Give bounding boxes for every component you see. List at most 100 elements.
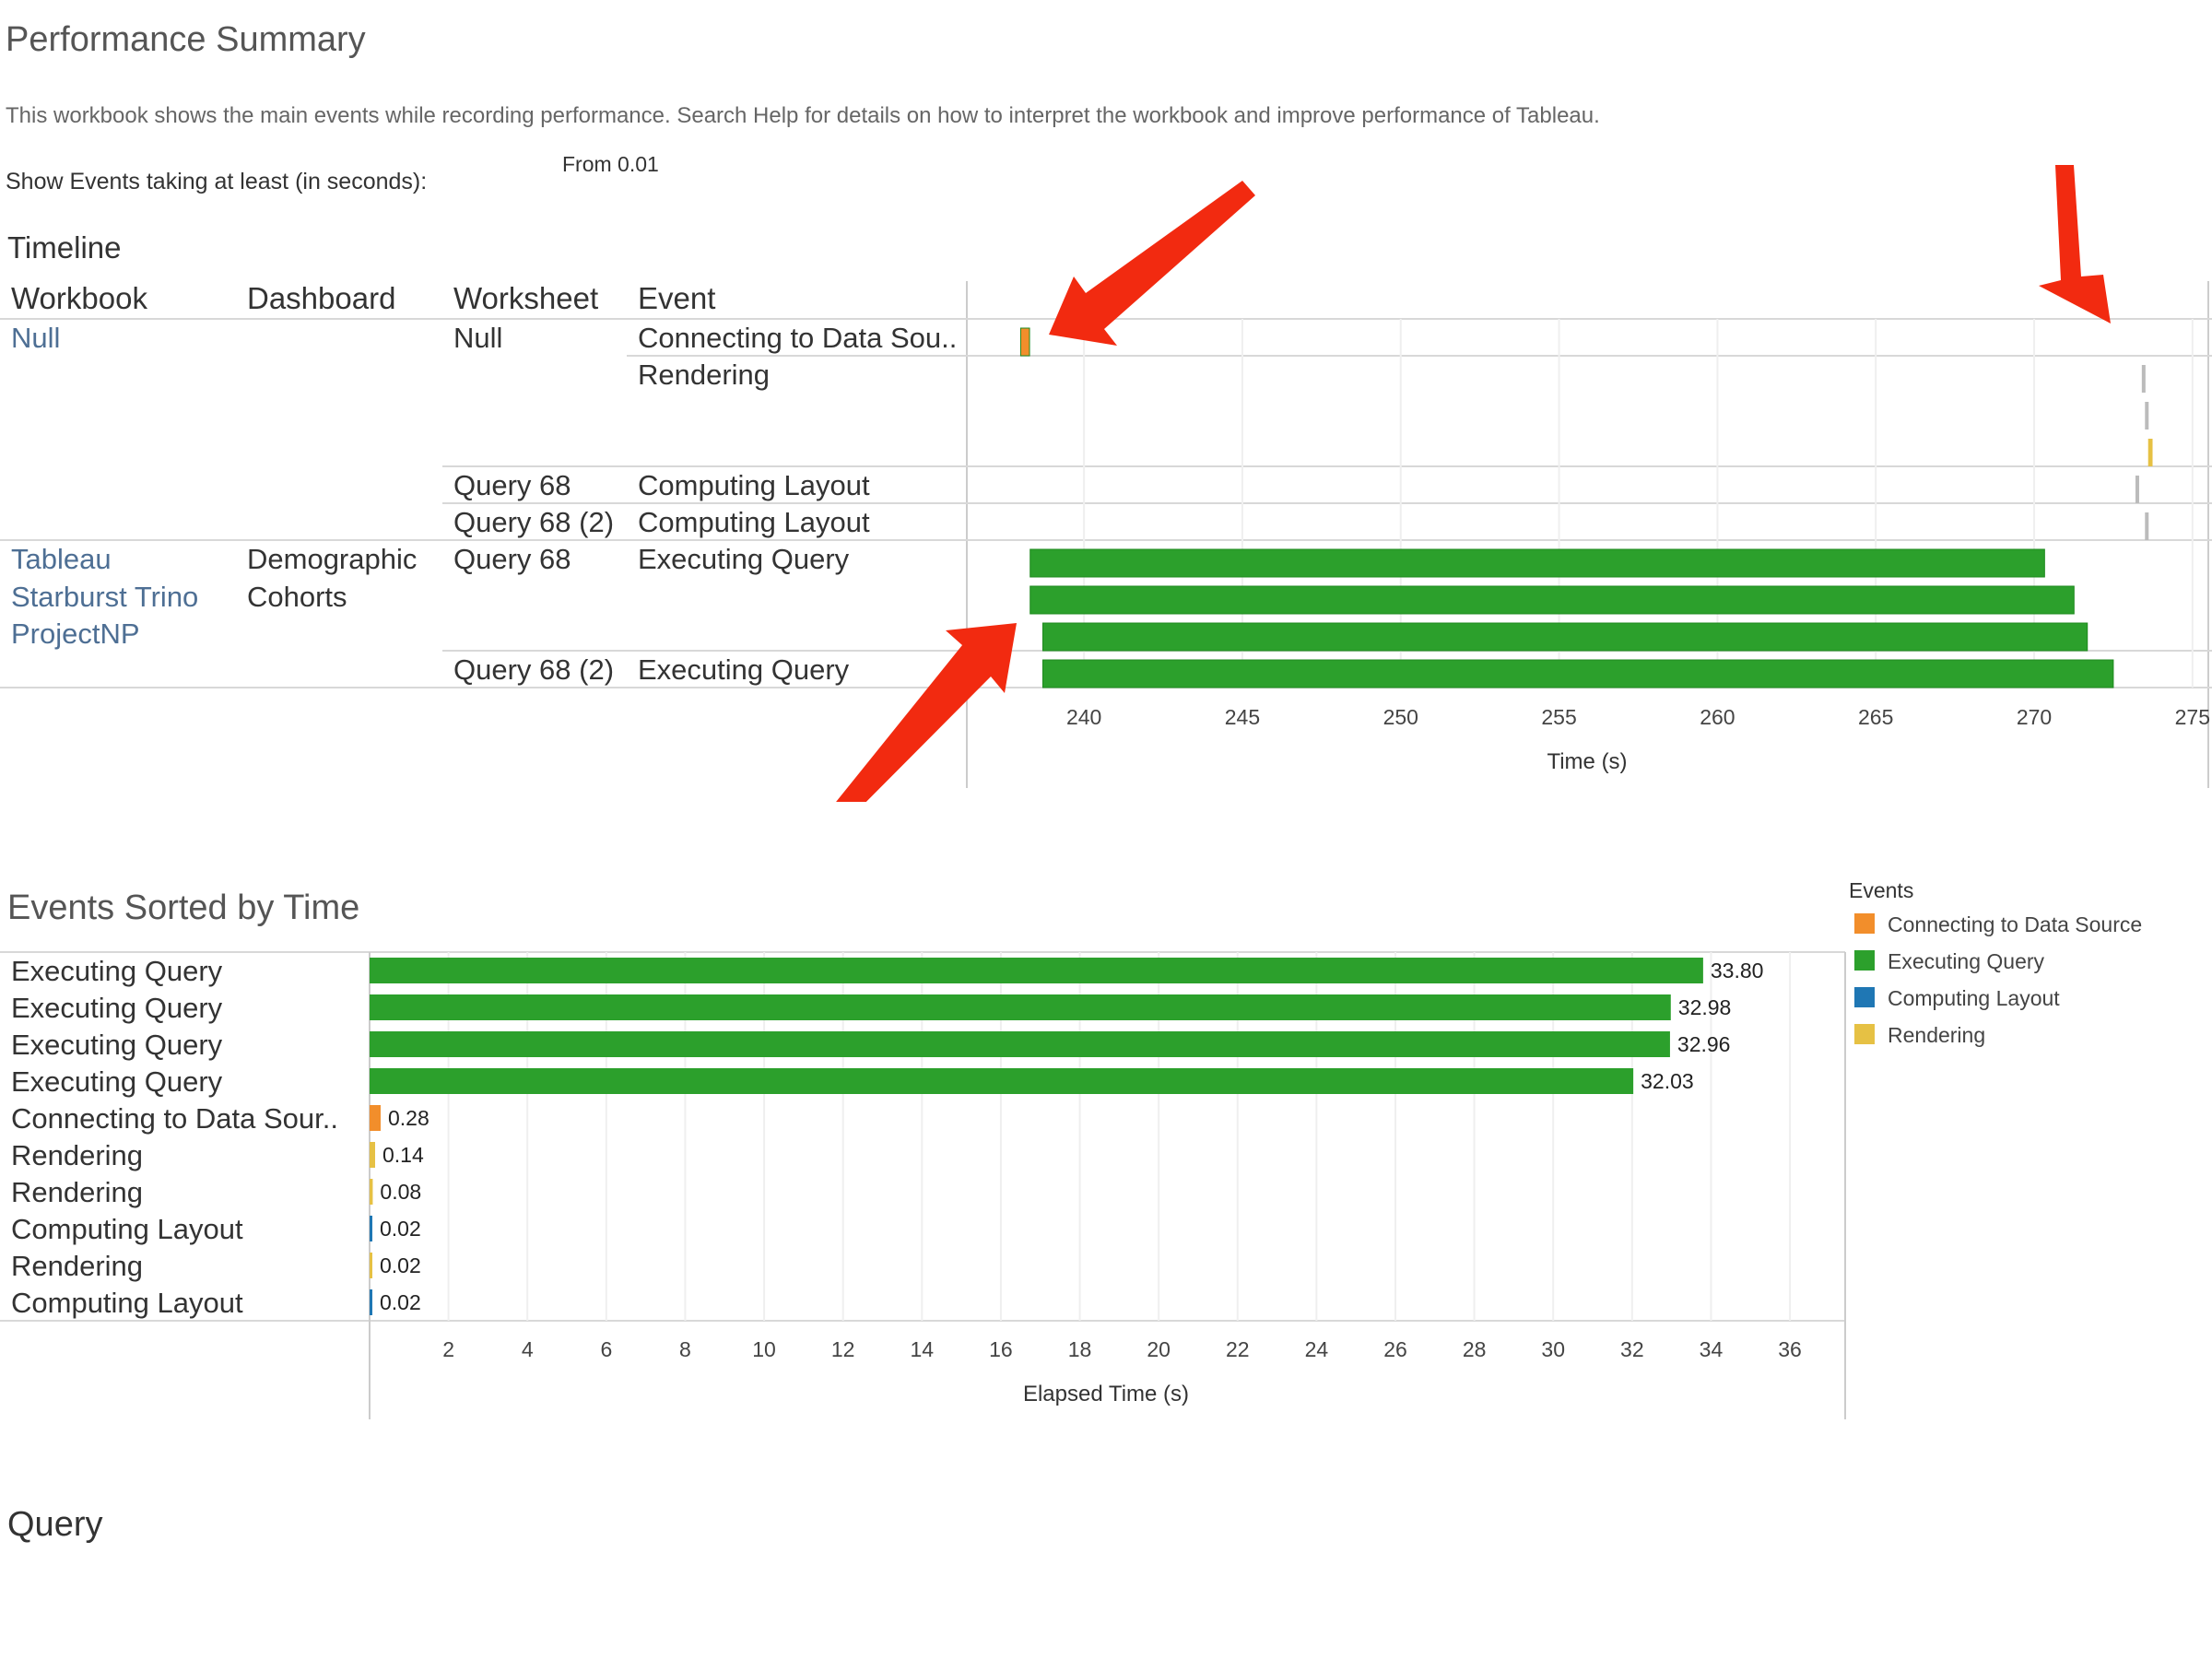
timeline-tick-label: 270 xyxy=(2017,705,2052,729)
col-header-event[interactable]: Event xyxy=(638,281,716,315)
timeline-tick-label: 255 xyxy=(1541,705,1576,729)
sorted-bar[interactable] xyxy=(370,1253,372,1278)
sorted-bar[interactable] xyxy=(370,1289,372,1315)
sorted-tick-label: 16 xyxy=(989,1337,1013,1361)
worksheet-null: Null xyxy=(453,322,503,354)
worksheet-query-68: Query 68 xyxy=(453,543,571,575)
event-connecting: Connecting to Data Sou.. xyxy=(638,322,958,354)
col-header-worksheet[interactable]: Worksheet xyxy=(453,281,599,315)
event-executing-query: Executing Query xyxy=(638,543,850,575)
legend-title: Events xyxy=(1849,878,1914,902)
event-rendering: Rendering xyxy=(638,359,771,391)
sorted-tick-label: 26 xyxy=(1383,1337,1407,1361)
sorted-tick-label: 32 xyxy=(1620,1337,1644,1361)
workbook-starburst[interactable]: Starburst Trino xyxy=(11,581,199,613)
sorted-tick-label: 34 xyxy=(1700,1337,1724,1361)
sorted-value-label: 0.14 xyxy=(382,1143,424,1167)
event-computing-layout: Computing Layout xyxy=(638,469,870,501)
timeline-title: Timeline xyxy=(7,230,122,265)
legend-swatch xyxy=(1854,913,1875,934)
sorted-category-label: Executing Query xyxy=(11,992,223,1024)
sorted-category-label: Rendering xyxy=(11,1176,143,1208)
dashboard-cohorts: Cohorts xyxy=(247,581,347,613)
sorted-bar[interactable] xyxy=(370,1031,1670,1057)
sorted-category-label: Computing Layout xyxy=(11,1287,243,1319)
sorted-tick-label: 2 xyxy=(442,1337,454,1361)
timeline-tick-label: 245 xyxy=(1225,705,1260,729)
sorted-bar[interactable] xyxy=(370,1179,373,1205)
sorted-category-label: Rendering xyxy=(11,1250,143,1282)
worksheet-query-68: Query 68 xyxy=(453,469,571,501)
timeline-bar[interactable] xyxy=(2135,476,2139,503)
red-arrow-icon xyxy=(1049,181,1255,346)
sorted-value-label: 33.80 xyxy=(1711,959,1764,982)
filter-min-seconds[interactable]: From 0.01 xyxy=(562,152,659,176)
legend-item-rendering[interactable]: Rendering xyxy=(1888,1023,1986,1047)
timeline-bar[interactable] xyxy=(2147,439,2153,466)
sorted-bar[interactable] xyxy=(370,1216,372,1241)
timeline-bar[interactable] xyxy=(1030,585,2075,615)
sorted-value-label: 32.96 xyxy=(1677,1032,1731,1056)
sorted-value-label: 0.02 xyxy=(380,1290,421,1314)
legend-swatch xyxy=(1854,1024,1875,1044)
workbook-null[interactable]: Null xyxy=(11,322,61,354)
workbook-projectnp[interactable]: ProjectNP xyxy=(11,618,140,650)
sorted-bar[interactable] xyxy=(370,994,1671,1020)
sorted-tick-label: 8 xyxy=(679,1337,691,1361)
red-arrow-icon xyxy=(2039,165,2111,324)
timeline-bar[interactable] xyxy=(1019,327,1030,357)
timeline-bar[interactable] xyxy=(1030,548,2045,578)
sorted-bar[interactable] xyxy=(370,1068,1634,1094)
sorted-value-label: 0.08 xyxy=(380,1180,421,1204)
sorted-category-label: Computing Layout xyxy=(11,1213,243,1245)
sorted-xlabel: Elapsed Time (s) xyxy=(1023,1382,1189,1406)
legend-item-computing-layout[interactable]: Computing Layout xyxy=(1888,986,2060,1010)
annotation-arrows xyxy=(836,165,2111,802)
sorted-value-label: 32.98 xyxy=(1678,995,1732,1019)
legend-item-connecting[interactable]: Connecting to Data Source xyxy=(1888,912,2143,936)
event-computing-layout: Computing Layout xyxy=(638,506,870,538)
workbook-tableau[interactable]: Tableau xyxy=(11,543,112,575)
timeline-chart: Time (s) 240 245 250 255 260 265 270 275 xyxy=(0,165,2212,802)
col-header-workbook[interactable]: Workbook xyxy=(11,281,147,315)
legend-item-executing[interactable]: Executing Query xyxy=(1888,949,2045,973)
red-arrow-icon xyxy=(836,623,1017,802)
timeline-bar[interactable] xyxy=(1041,622,2088,652)
page-title: Performance Summary xyxy=(6,20,366,59)
legend-swatch xyxy=(1854,950,1875,971)
timeline-bar[interactable] xyxy=(2141,365,2146,393)
sorted-tick-label: 18 xyxy=(1068,1337,1092,1361)
sorted-tick-label: 36 xyxy=(1778,1337,1802,1361)
timeline-tick-label: 250 xyxy=(1383,705,1418,729)
sorted-category-label: Rendering xyxy=(11,1139,143,1171)
sorted-tick-label: 14 xyxy=(911,1337,935,1361)
timeline-xlabel: Time (s) xyxy=(1547,749,1627,774)
worksheet-query-68-2: Query 68 (2) xyxy=(453,653,615,686)
sorted-bar[interactable] xyxy=(370,1142,375,1168)
page-description: This workbook shows the main events whil… xyxy=(6,103,1600,128)
sorted-value-label: 0.02 xyxy=(380,1253,421,1277)
sorted-category-label: Executing Query xyxy=(11,1065,223,1098)
sorted-value-label: 0.28 xyxy=(388,1106,429,1130)
sorted-category-label: Executing Query xyxy=(11,1029,223,1061)
sorted-value-label: 32.03 xyxy=(1641,1069,1694,1093)
col-header-dashboard[interactable]: Dashboard xyxy=(247,281,396,315)
query-title: Query xyxy=(7,1505,103,1544)
sorted-value-label: 0.02 xyxy=(380,1217,421,1241)
sorted-tick-label: 24 xyxy=(1305,1337,1329,1361)
timeline-tick-label: 240 xyxy=(1066,705,1101,729)
timeline-bar[interactable] xyxy=(1041,659,2114,688)
sorted-bar[interactable] xyxy=(370,1105,381,1131)
sorted-tick-label: 22 xyxy=(1226,1337,1250,1361)
sorted-tick-label: 12 xyxy=(831,1337,855,1361)
sorted-bar[interactable] xyxy=(370,958,1703,983)
event-executing-query: Executing Query xyxy=(638,653,850,686)
worksheet-query-68-2: Query 68 (2) xyxy=(453,506,615,538)
timeline-tick-label: 260 xyxy=(1700,705,1735,729)
timeline-bar[interactable] xyxy=(2145,512,2149,540)
sorted-title: Events Sorted by Time xyxy=(7,888,360,927)
legend-swatch xyxy=(1854,987,1875,1007)
timeline-bar[interactable] xyxy=(2145,402,2149,429)
dashboard-demographic: Demographic xyxy=(247,543,418,575)
sorted-tick-label: 28 xyxy=(1463,1337,1487,1361)
